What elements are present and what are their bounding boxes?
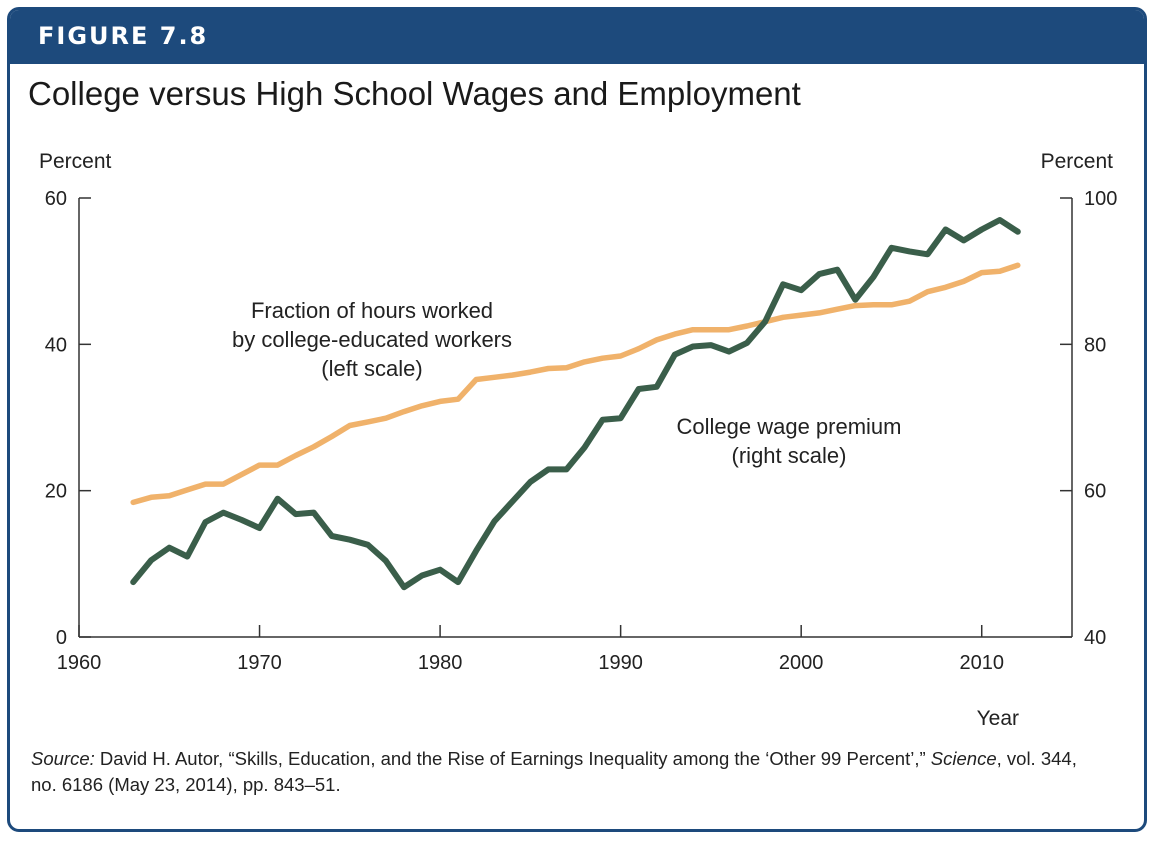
x-tick-label: 1980 xyxy=(418,652,463,674)
x-tick-label: 2010 xyxy=(959,652,1004,674)
annotation-hours-line: (left scale) xyxy=(321,356,422,381)
annotation-premium-line: (right scale) xyxy=(732,443,847,468)
annotation-premium-line: College wage premium xyxy=(677,414,902,439)
y-tick-label-right: 100 xyxy=(1084,188,1117,210)
source-journal: Science xyxy=(930,748,997,769)
y-tick-label-right: 80 xyxy=(1084,334,1106,356)
figure-banner: FIGURE 7.8 xyxy=(10,10,1144,64)
figure-label: FIGURE 7.8 xyxy=(38,22,209,50)
y-tick-label-right: 60 xyxy=(1084,481,1106,503)
y-axis-label-left: Percent xyxy=(39,150,112,173)
source-note: Source: David H. Autor, “Skills, Educati… xyxy=(31,746,1106,798)
source-text-1: David H. Autor, “Skills, Education, and … xyxy=(94,748,931,769)
source-text-2: , vol. 344, no. 6186 (May 23, 2014), pp.… xyxy=(31,748,1077,795)
series-line-premium xyxy=(130,217,1021,591)
x-tick-label: 2000 xyxy=(779,652,824,674)
y-axis-label-right: Percent xyxy=(1041,150,1114,173)
annotation-hours-line: by college-educated workers xyxy=(232,327,512,352)
x-axis-label: Year xyxy=(977,707,1019,730)
y-tick-label-left: 40 xyxy=(45,334,67,356)
x-tick-label: 1960 xyxy=(57,652,102,674)
y-tick-label-left: 20 xyxy=(45,481,67,503)
x-tick-label: 1970 xyxy=(237,652,282,674)
chart-title: College versus High School Wages and Emp… xyxy=(28,75,801,112)
y-tick-label-right: 40 xyxy=(1084,627,1106,649)
figure-frame: FIGURE 7.8 xyxy=(7,7,1147,832)
series-line-hours xyxy=(130,262,1021,506)
source-lead: Source: xyxy=(31,748,95,769)
y-tick-label-left: 60 xyxy=(45,188,67,210)
annotation-hours-line: Fraction of hours worked xyxy=(251,298,493,323)
x-tick-label: 1990 xyxy=(598,652,643,674)
y-tick-label-left: 0 xyxy=(56,627,67,649)
